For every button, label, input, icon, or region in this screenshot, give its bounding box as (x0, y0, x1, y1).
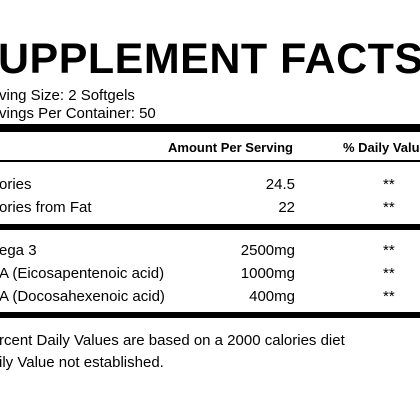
daily-value: ** (383, 242, 395, 259)
footnote: rcent Daily Values are based on a 2000 c… (0, 332, 345, 349)
daily-value: ** (383, 265, 395, 282)
daily-value: ** (383, 176, 395, 193)
amount: 400mg (249, 288, 295, 305)
nutrient-name: ories (0, 176, 32, 193)
title: UPPLEMENT FACTS (0, 35, 420, 83)
amount: 24.5 (265, 176, 295, 193)
serving-size: ving Size: 2 Softgels (0, 87, 135, 104)
nutrient-name: A (Eicosapentenoic acid) (0, 265, 165, 282)
thick-rule (0, 124, 420, 132)
thick-rule (0, 312, 420, 318)
amount: 2500mg (240, 242, 295, 259)
nutrient-name: ega 3 (0, 242, 37, 259)
footnote: ily Value not established. (0, 354, 164, 371)
amount: 1000mg (240, 265, 295, 282)
servings-per-container: vings Per Container: 50 (0, 105, 156, 122)
amount: 22 (278, 199, 295, 216)
daily-value: ** (383, 199, 395, 216)
column-header: % Daily Valu (343, 140, 420, 155)
thick-rule (0, 224, 420, 230)
nutrient-name: ories from Fat (0, 199, 92, 216)
daily-value: ** (383, 288, 395, 305)
nutrient-name: A (Docosahexenoic acid) (0, 288, 165, 305)
column-header: Amount Per Serving (168, 140, 293, 155)
thin-rule (0, 160, 420, 162)
